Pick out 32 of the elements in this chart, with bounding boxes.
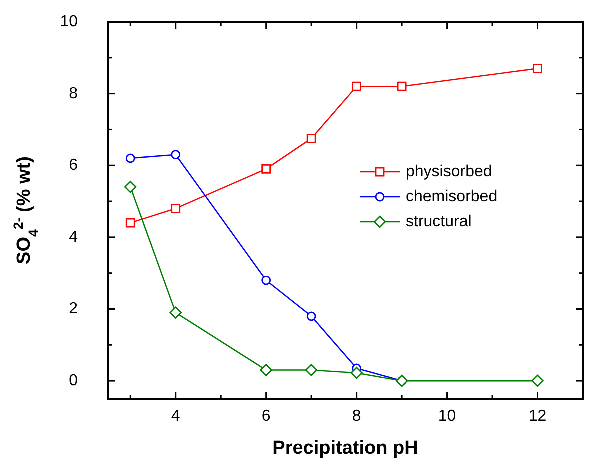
- y-tick-label: 10: [60, 14, 78, 30]
- legend-label: physisorbed: [406, 164, 492, 180]
- point: [306, 312, 316, 322]
- y-tick-label: 4: [69, 228, 78, 246]
- y-tick-label: 8: [69, 85, 78, 102]
- x-tick-label: 6: [262, 408, 271, 425]
- x-tick-label: 12: [528, 408, 547, 425]
- point: [171, 204, 181, 214]
- point: [397, 82, 407, 92]
- point: [170, 306, 182, 319]
- point: [532, 374, 544, 388]
- x-tick-label: 8: [352, 408, 362, 425]
- y-tick-label: 0: [69, 372, 78, 390]
- legend-label: chemisorbed: [406, 188, 498, 206]
- point: [306, 134, 316, 144]
- legend-label: structural: [406, 214, 472, 230]
- point: [124, 181, 137, 194]
- point: [305, 364, 318, 376]
- x-tick-label: 10: [438, 408, 456, 425]
- point: [533, 64, 542, 74]
- point: [352, 82, 362, 92]
- y-tick-label: 2: [69, 300, 78, 318]
- x-tick-label: 4: [171, 408, 180, 425]
- y-tick-label: 6: [69, 157, 78, 174]
- point: [262, 164, 272, 174]
- x-axis-title: Precipitation pH: [272, 438, 418, 458]
- point: [126, 218, 136, 228]
- point: [350, 367, 363, 380]
- point: [171, 150, 181, 160]
- point: [126, 154, 136, 164]
- point: [260, 364, 272, 376]
- point: [262, 276, 272, 286]
